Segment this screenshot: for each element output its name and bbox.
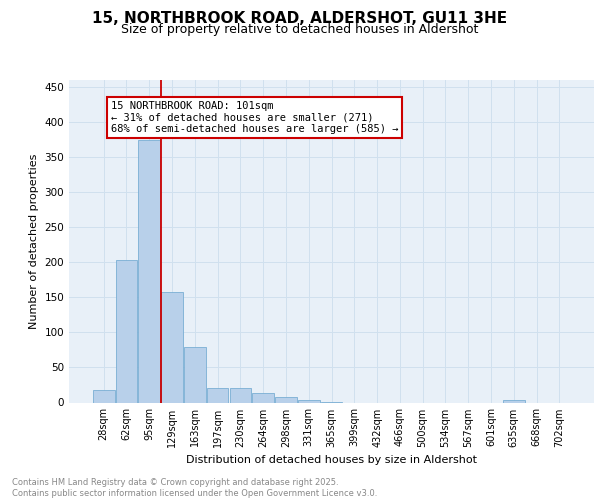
Text: Size of property relative to detached houses in Aldershot: Size of property relative to detached ho… (121, 22, 479, 36)
Bar (230, 388, 251, 402)
Bar (253, 394, 274, 402)
Bar (298, 400, 320, 402)
Bar (161, 292, 183, 403)
Bar (139, 140, 160, 402)
Bar (93, 390, 115, 402)
Bar (503, 400, 524, 402)
Text: 15 NORTHBROOK ROAD: 101sqm
← 31% of detached houses are smaller (271)
68% of sem: 15 NORTHBROOK ROAD: 101sqm ← 31% of deta… (110, 101, 398, 134)
Y-axis label: Number of detached properties: Number of detached properties (29, 154, 39, 329)
Bar (184, 347, 206, 403)
X-axis label: Distribution of detached houses by size in Aldershot: Distribution of detached houses by size … (186, 455, 477, 465)
Bar (207, 388, 229, 402)
Text: Contains HM Land Registry data © Crown copyright and database right 2025.
Contai: Contains HM Land Registry data © Crown c… (12, 478, 377, 498)
Bar (116, 260, 137, 402)
Text: 15, NORTHBROOK ROAD, ALDERSHOT, GU11 3HE: 15, NORTHBROOK ROAD, ALDERSHOT, GU11 3HE (92, 11, 508, 26)
Bar (275, 397, 297, 402)
